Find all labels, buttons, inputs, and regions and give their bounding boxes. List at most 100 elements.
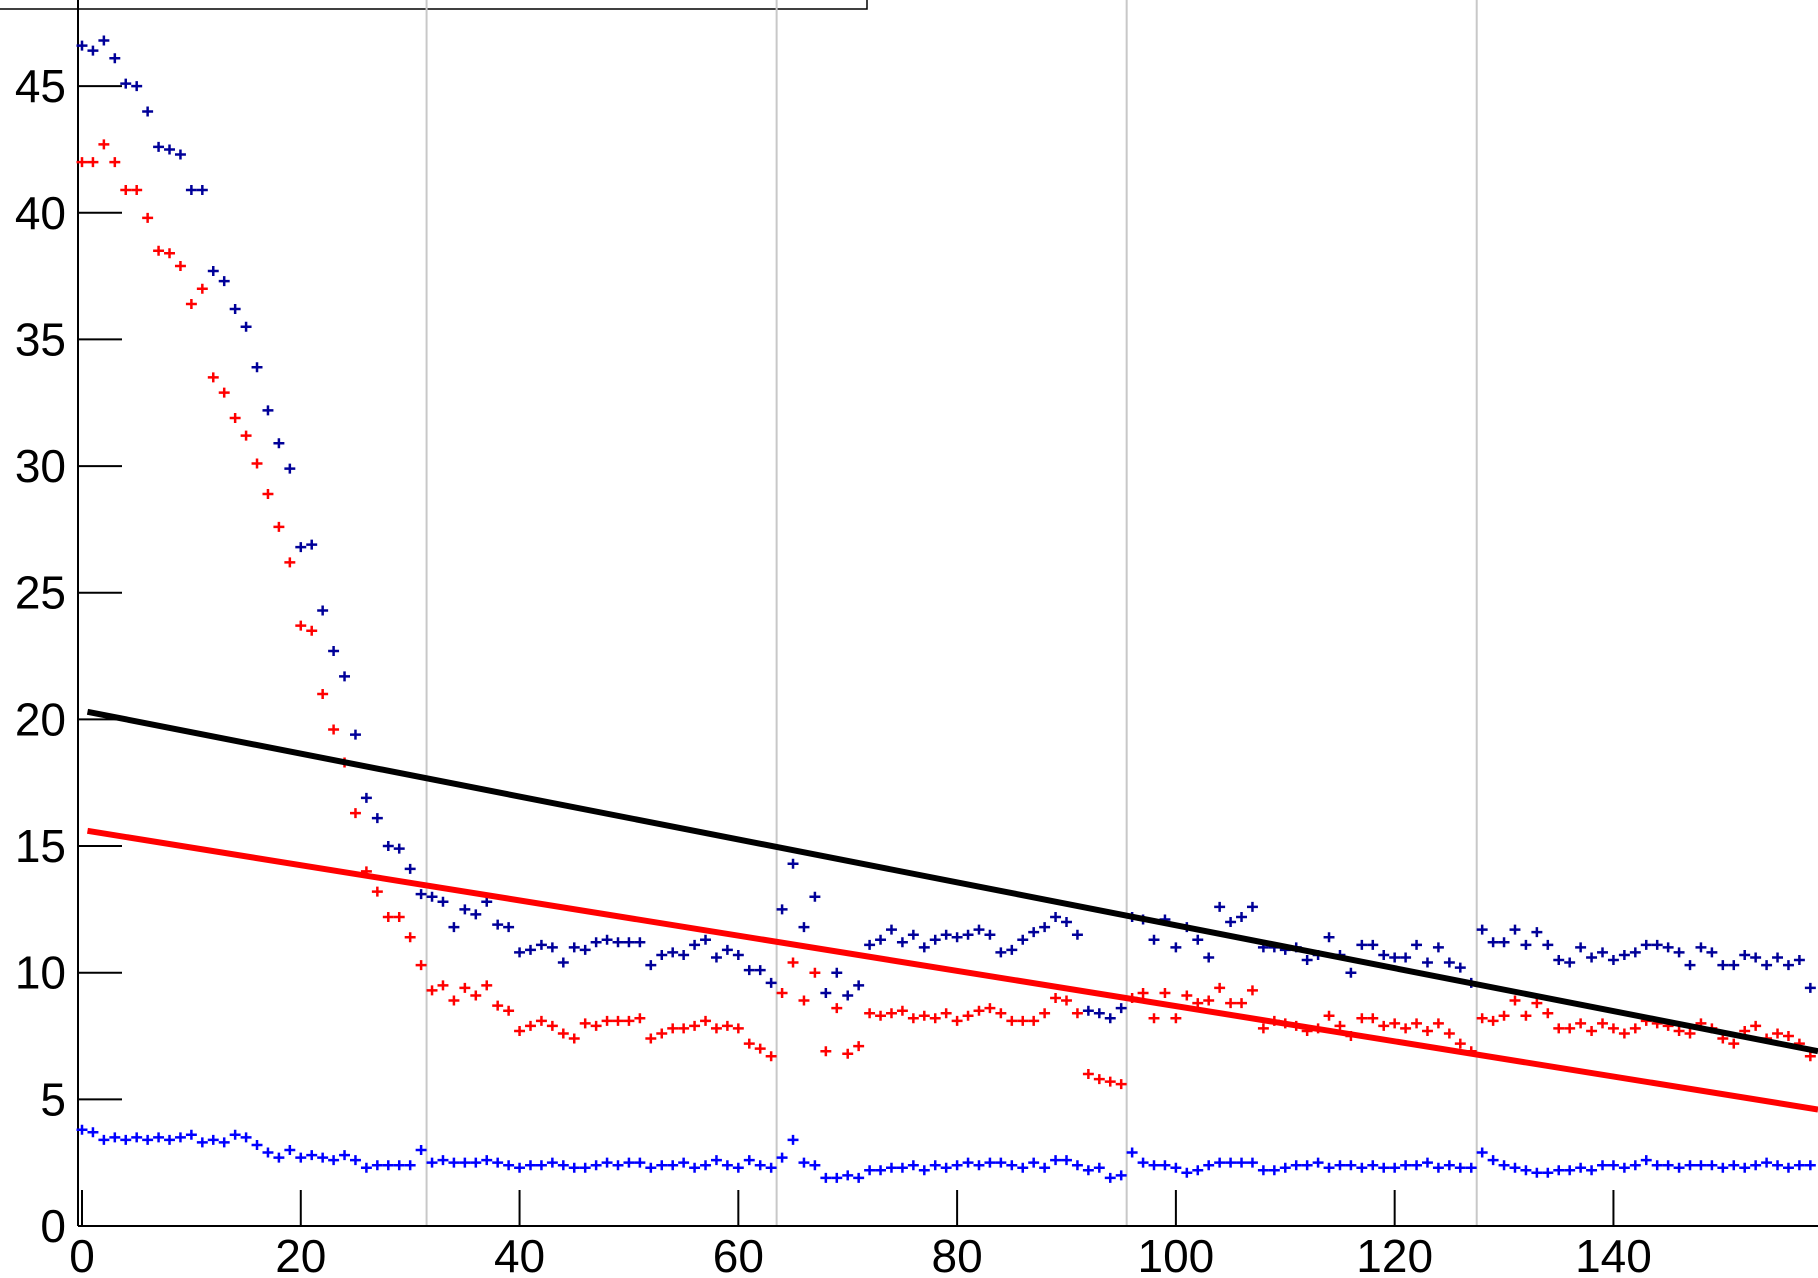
point (995, 1008, 1007, 1019)
point (1487, 1015, 1499, 1026)
point (1422, 1157, 1433, 1168)
point (1006, 944, 1018, 955)
fit-line (86, 708, 1818, 1055)
point (481, 896, 493, 907)
point (612, 1015, 624, 1026)
point (1400, 952, 1412, 963)
point (218, 276, 230, 287)
point (350, 1155, 361, 1166)
point (1093, 1008, 1105, 1019)
point (1028, 1157, 1040, 1168)
point (1345, 967, 1357, 978)
point (1772, 952, 1783, 963)
point (306, 1150, 318, 1161)
point (568, 942, 580, 953)
point (382, 911, 394, 922)
point (1651, 1160, 1663, 1171)
point (1093, 1162, 1105, 1173)
point (251, 458, 263, 469)
point (612, 937, 624, 948)
point (787, 858, 799, 869)
point (426, 985, 438, 996)
point (568, 1033, 580, 1044)
point (1126, 1147, 1138, 1158)
point (284, 463, 296, 474)
point (1772, 1028, 1783, 1039)
point (1400, 1023, 1412, 1034)
x-tick-label: 60 (713, 1230, 764, 1278)
point (1618, 1028, 1630, 1039)
point (306, 539, 318, 550)
point (1028, 1015, 1040, 1026)
point (1553, 1023, 1565, 1034)
point (1553, 955, 1565, 966)
point (1148, 1160, 1160, 1171)
point (1115, 1079, 1127, 1090)
point (503, 922, 515, 933)
y-tick-label: 40 (15, 187, 66, 239)
x-tick-label: 40 (494, 1230, 545, 1278)
point (842, 1170, 854, 1181)
point (1586, 1025, 1598, 1036)
point (229, 412, 241, 423)
point (459, 904, 471, 915)
point (973, 1160, 985, 1171)
point (984, 929, 996, 940)
point (1115, 1003, 1127, 1014)
point (393, 1160, 405, 1171)
point (1454, 1162, 1466, 1173)
point (1236, 998, 1247, 1009)
point (929, 934, 941, 945)
point (240, 1132, 252, 1143)
point (131, 81, 143, 92)
point (492, 1000, 504, 1011)
point (1498, 1160, 1510, 1171)
point (940, 1162, 952, 1173)
point (853, 1041, 865, 1052)
point (973, 1005, 985, 1016)
point (448, 922, 460, 933)
point (1783, 1031, 1794, 1042)
point (667, 1023, 679, 1034)
y-tick-label: 35 (15, 313, 66, 365)
point (339, 671, 351, 682)
point (1607, 955, 1619, 966)
point (634, 1157, 646, 1168)
point (656, 949, 668, 960)
point (1378, 949, 1390, 960)
point (1411, 939, 1423, 950)
point (109, 157, 121, 168)
point (1367, 1013, 1379, 1024)
point (1225, 998, 1237, 1009)
point (98, 35, 110, 46)
point (1531, 998, 1543, 1009)
point (1017, 1015, 1029, 1026)
point (656, 1160, 668, 1171)
point (1728, 1160, 1740, 1171)
point (962, 929, 974, 940)
point (437, 1155, 449, 1166)
point (131, 184, 143, 195)
point (1093, 1074, 1105, 1085)
point (207, 372, 219, 383)
point (1772, 1160, 1783, 1171)
point (1071, 929, 1083, 940)
point (470, 909, 482, 920)
point (76, 157, 88, 168)
point (579, 1018, 591, 1029)
point (382, 1160, 394, 1171)
point (1739, 949, 1751, 960)
point (896, 937, 908, 948)
point (503, 1005, 515, 1016)
point (1750, 1020, 1762, 1031)
point (404, 1160, 416, 1171)
point (1203, 995, 1215, 1006)
point (142, 212, 154, 223)
y-tick-label: 25 (15, 567, 66, 619)
point (1542, 939, 1554, 950)
x-tick-label: 120 (1356, 1230, 1433, 1278)
point (1640, 939, 1652, 950)
point (426, 1157, 438, 1168)
point (98, 1134, 110, 1145)
point (1783, 1162, 1794, 1173)
